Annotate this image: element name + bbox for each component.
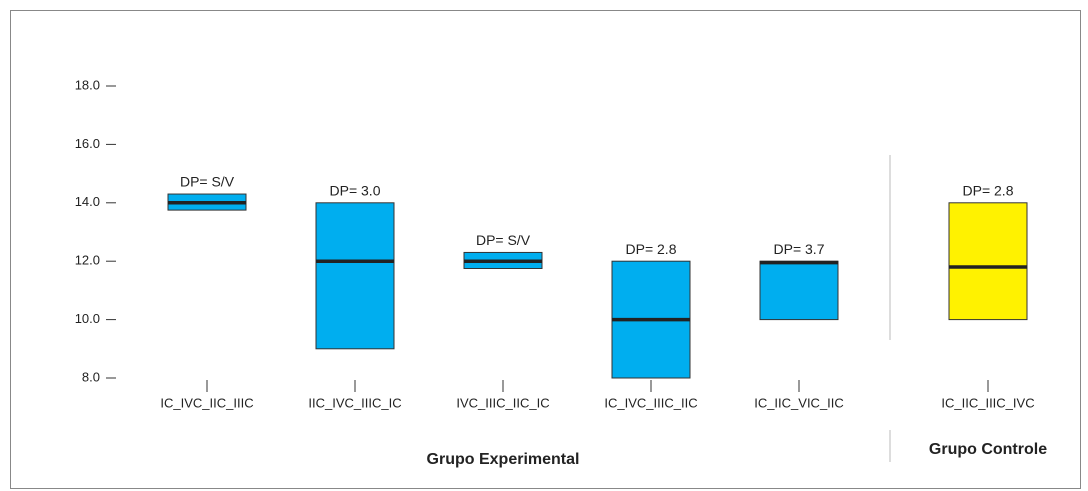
y-tick-label: 18.0 [75,77,100,92]
x-tick-label: IC_IIC_IIIC_IVC [941,395,1034,410]
annotation: DP= 3.0 [330,183,381,199]
y-tick-label: 14.0 [75,194,100,209]
x-tick-label: IC_IVC_IIIC_IIC [604,395,697,410]
y-tick-label: 16.0 [75,136,100,151]
y-tick-label: 10.0 [75,311,100,326]
annotation: DP= 3.7 [774,241,825,257]
x-tick-label: IIC_IVC_IIIC_IC [308,395,401,410]
annotation: DP= S/V [476,232,531,248]
x-tick-label: IC_IIC_VIC_IIC [754,395,844,410]
annotation: DP= 2.8 [626,241,677,257]
box [315,202,395,350]
frame [10,10,1081,489]
x-tick-label: IC_IVC_IIC_IIIC [160,395,253,410]
group-label: Grupo Controle [929,441,1047,458]
annotation: DP= 2.8 [963,183,1014,199]
x-tick-label: IVC_IIIC_IIC_IC [456,395,549,410]
y-tick-label: 8.0 [82,369,100,384]
group-label: Grupo Experimental [427,451,580,468]
annotation: DP= S/V [180,174,235,190]
box [759,260,839,321]
box [948,202,1028,321]
y-tick-label: 12.0 [75,253,100,268]
